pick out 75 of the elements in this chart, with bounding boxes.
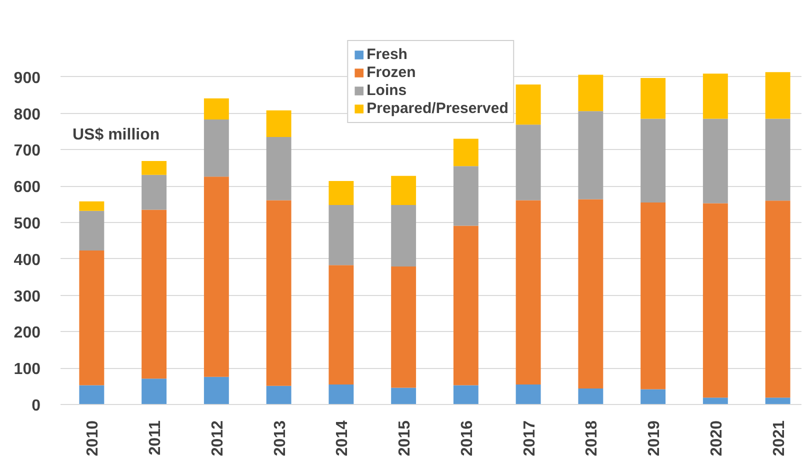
bar: [516, 84, 541, 125]
bar: [328, 384, 354, 404]
x-tick-label: 2018: [584, 420, 601, 456]
bar: [266, 200, 292, 386]
bar: [578, 388, 604, 404]
bar: [204, 119, 229, 177]
bar: [702, 118, 728, 204]
y-tick-label: 800: [14, 106, 41, 124]
bar: [142, 160, 167, 175]
bar: [765, 72, 790, 119]
bar: [79, 201, 104, 211]
bar: [328, 181, 354, 206]
bar: [391, 205, 416, 267]
y-tick-label: 100: [14, 361, 41, 378]
y-tick-label: 900: [14, 70, 41, 87]
bar: [328, 265, 354, 384]
bar: [142, 378, 167, 404]
y-tick-label: 300: [14, 288, 41, 306]
bar: [453, 138, 478, 166]
x-tick-label: 2015: [396, 420, 414, 456]
bar: [765, 398, 790, 404]
bar: [79, 250, 104, 386]
y-tick-label: 600: [14, 179, 41, 196]
x-tick-label: 2016: [458, 420, 476, 456]
bar: [79, 385, 104, 404]
x-tick-label: 2020: [708, 420, 726, 456]
bar: [204, 176, 229, 377]
x-tick-label: 2021: [770, 420, 788, 456]
bar: [453, 385, 478, 404]
bar: [142, 210, 167, 379]
x-tick-label: 2011: [147, 420, 164, 456]
x-tick-label: 2014: [334, 420, 352, 456]
bar: [578, 199, 604, 388]
y-axis-title: US$ million: [72, 126, 160, 144]
y-tick-label: 200: [14, 324, 41, 342]
bar: [640, 202, 666, 390]
legend-label: Frozen: [366, 64, 416, 81]
x-tick-label: 2017: [521, 420, 538, 456]
bar: [516, 200, 541, 384]
y-tick-label: 500: [14, 216, 41, 232]
y-tick-label: 400: [14, 252, 41, 269]
bar: [79, 210, 104, 251]
bar: [453, 166, 478, 226]
bar: [516, 124, 541, 200]
bar: [640, 389, 666, 404]
bar: [765, 200, 790, 398]
bar: [328, 205, 354, 266]
bar: [391, 388, 416, 404]
bar: [266, 136, 292, 200]
bar: [516, 384, 541, 404]
x-tick-label: 2012: [209, 420, 226, 456]
bar: [702, 74, 728, 119]
x-tick-label: 2013: [272, 420, 289, 456]
bar: [578, 111, 604, 200]
bar: [266, 386, 292, 404]
bar: [204, 376, 229, 404]
bar: [765, 118, 790, 201]
x-tick-label: 2010: [84, 420, 102, 456]
legend-label: Prepared/Preserved: [366, 100, 508, 117]
y-tick-label: 700: [14, 142, 41, 160]
bar: [204, 98, 229, 120]
bar: [702, 203, 728, 398]
bar: [702, 398, 728, 404]
legend-label: Loins: [366, 82, 407, 99]
bar: [142, 174, 167, 210]
bar: [640, 118, 666, 202]
y-tick-label: 0: [32, 398, 41, 414]
bar: [578, 74, 604, 112]
bar: [266, 110, 292, 137]
bar: [453, 226, 478, 386]
legend-label: Fresh: [366, 46, 408, 63]
bar: [391, 266, 416, 388]
bar: [391, 176, 416, 206]
bar: [640, 78, 666, 119]
x-tick-label: 2019: [646, 420, 664, 456]
